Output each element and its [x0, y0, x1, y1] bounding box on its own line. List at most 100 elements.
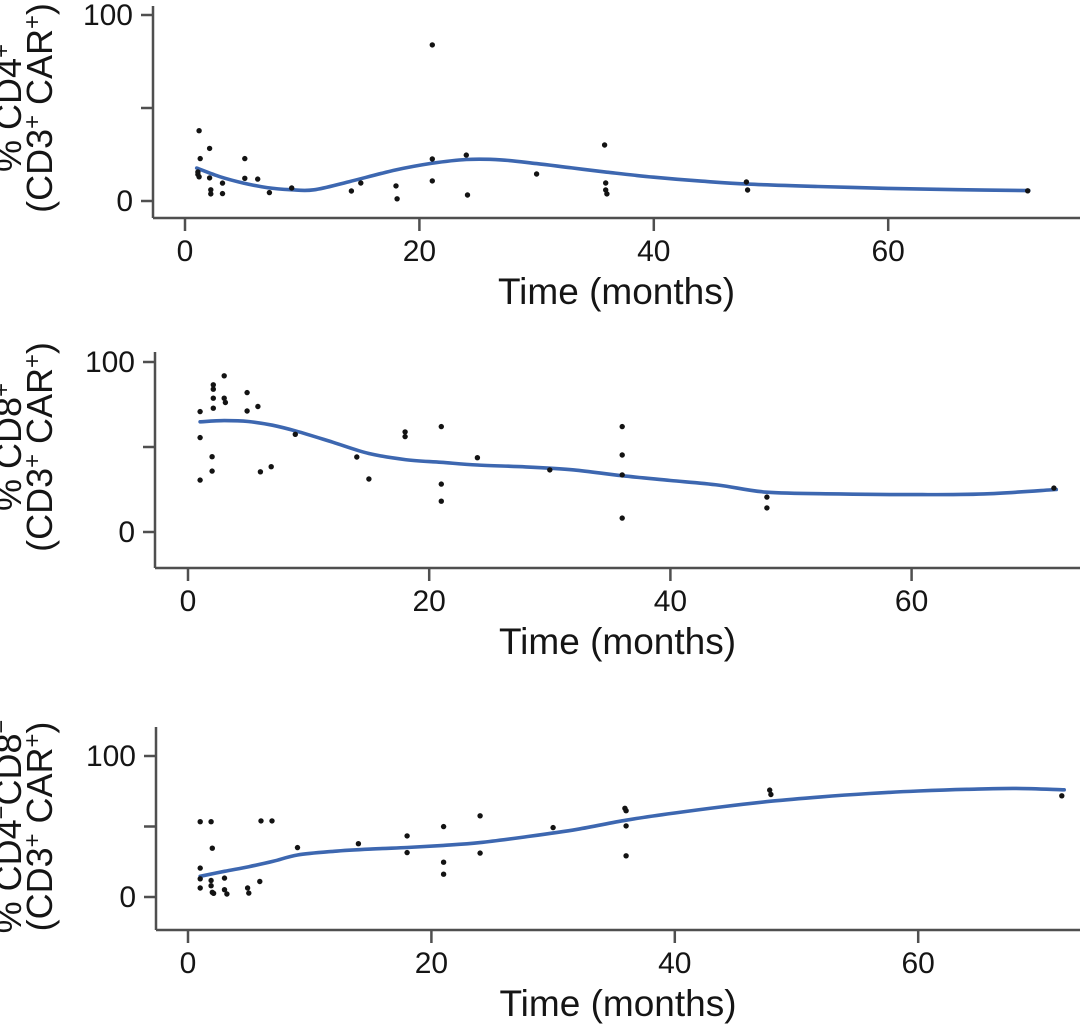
data-point [221, 875, 228, 881]
data-point [464, 192, 471, 198]
y-axis-label: (CD3+ CAR+) [19, 722, 60, 932]
y-tick-label: 0 [116, 185, 133, 218]
data-point [601, 142, 608, 148]
data-point [619, 515, 625, 521]
data-point [533, 171, 540, 177]
data-point [477, 850, 483, 856]
data-point [208, 883, 214, 889]
data-point [743, 179, 750, 185]
data-point [440, 859, 447, 865]
data-point [222, 399, 229, 406]
data-point [603, 180, 609, 186]
data-point [242, 175, 248, 181]
x-tick-label: 20 [413, 585, 446, 618]
data-point [294, 844, 301, 851]
data-point [477, 813, 483, 819]
x-axis-label: Time (months) [498, 271, 735, 312]
data-point [196, 128, 202, 134]
data-point [1051, 485, 1057, 491]
y-tick-label: 100 [83, 0, 133, 32]
x-axis-label: Time (months) [499, 983, 736, 1024]
data-point [196, 174, 202, 180]
data-point [197, 819, 203, 825]
x-tick-label: 60 [902, 947, 935, 980]
panel-cd4neg-cd8neg: 0 100 0 20 40 60 Time (months) % CD4−CD8−(CD3+ … [0, 720, 1080, 1024]
data-point [404, 833, 410, 839]
data-point [289, 185, 295, 191]
data-point [269, 818, 275, 824]
data-point [197, 865, 203, 871]
x-tick-label: 60 [872, 235, 905, 268]
smoothing-curve [198, 786, 1066, 879]
data-point [197, 876, 203, 882]
data-point [268, 464, 274, 470]
data-point [474, 455, 481, 461]
data-point [221, 887, 228, 893]
y-tick-label: 0 [119, 881, 136, 914]
data-point [744, 187, 751, 193]
data-point [550, 824, 556, 831]
x-tick-label: 40 [658, 947, 691, 980]
data-point [255, 403, 261, 410]
data-point [619, 452, 625, 458]
data-point [221, 373, 227, 379]
data-point [209, 454, 215, 460]
data-point [221, 395, 227, 401]
data-point [623, 823, 629, 829]
data-point [209, 468, 215, 474]
y-axis-label: (CD3+ CAR+) [19, 342, 60, 552]
data-point [438, 498, 444, 504]
y-axis-label: % CD8+ [0, 383, 29, 511]
data-point [208, 187, 214, 193]
data-point [402, 429, 408, 435]
data-point [219, 180, 226, 186]
data-point [197, 885, 203, 891]
panel-cd8: 0 100 0 20 40 60 Time (months) % CD8+(CD3+ CAR+… [0, 342, 1080, 662]
data-point [438, 481, 444, 487]
data-point [355, 841, 362, 847]
y-tick-label: 100 [86, 740, 136, 773]
x-tick-label: 20 [415, 947, 448, 980]
data-point [292, 431, 298, 437]
data-point [604, 191, 610, 197]
data-point [246, 890, 252, 896]
data-point [440, 871, 447, 877]
data-point [224, 891, 230, 897]
data-point [209, 845, 215, 851]
x-tick-label: 40 [637, 235, 670, 268]
data-point [244, 885, 251, 891]
data-point [429, 178, 435, 184]
data-point [1059, 793, 1065, 799]
data-point [197, 155, 203, 162]
x-tick-label: 0 [180, 585, 197, 618]
data-point [197, 477, 203, 483]
data-point [619, 472, 625, 478]
data-point [440, 823, 447, 830]
data-point [244, 389, 250, 396]
data-point [619, 423, 625, 430]
data-point [767, 787, 773, 793]
data-point [206, 145, 213, 152]
data-point [429, 42, 435, 48]
data-point [429, 156, 435, 162]
data-point [210, 395, 216, 401]
data-point [266, 189, 273, 196]
data-point [404, 849, 410, 856]
y-axis-label: % CD4+ [0, 44, 29, 172]
data-point [547, 467, 553, 473]
data-point [206, 175, 213, 181]
data-point [366, 476, 372, 482]
data-point [257, 878, 263, 885]
data-point [208, 877, 214, 884]
data-point [208, 191, 214, 197]
y-tick-label: 0 [118, 516, 135, 549]
x-tick-label: 0 [177, 235, 194, 268]
x-tick-label: 60 [895, 585, 928, 618]
y-axis-label: (CD3+ CAR+) [19, 3, 60, 213]
x-tick-label: 40 [654, 585, 687, 618]
data-point [210, 382, 216, 388]
data-point [348, 188, 355, 194]
data-point [1025, 188, 1031, 194]
data-point [197, 434, 203, 441]
